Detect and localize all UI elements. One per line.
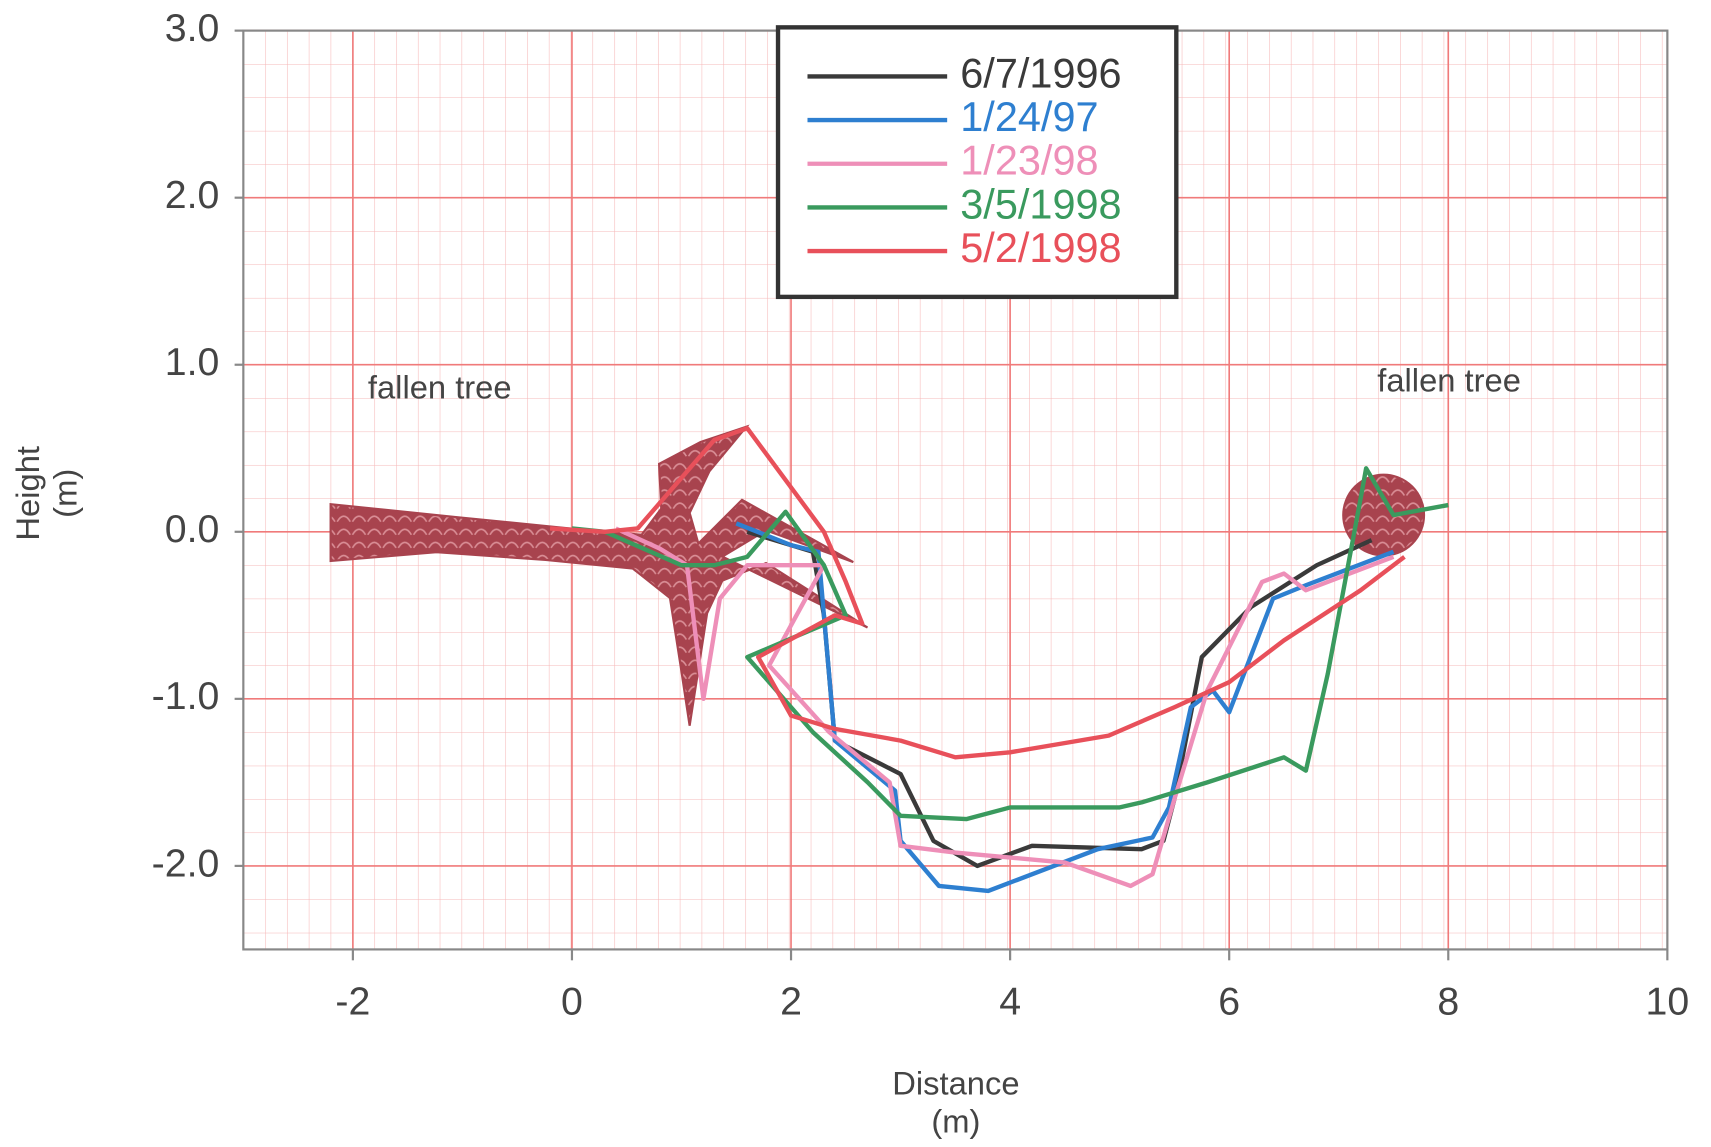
- x-tick-label: 10: [1646, 979, 1690, 1023]
- legend-label: 1/23/98: [960, 137, 1098, 184]
- legend-label: 3/5/1998: [960, 180, 1121, 227]
- legend-label: 6/7/1996: [960, 49, 1121, 96]
- x-tick-label: 6: [1218, 979, 1240, 1023]
- y-tick-label: 3.0: [165, 6, 220, 50]
- annotation: fallen tree: [368, 368, 512, 405]
- series-line: [614, 526, 1395, 889]
- x-axis-label: Distance: [892, 1064, 1019, 1101]
- y-tick-label: -2.0: [152, 841, 220, 885]
- legend-label: 5/2/1998: [960, 224, 1121, 271]
- y-tick-label: -1.0: [152, 674, 220, 718]
- x-tick-label: -2: [335, 979, 370, 1023]
- y-tick-label: 0.0: [165, 507, 220, 551]
- series-line: [549, 426, 1406, 760]
- y-tick-label: 2.0: [165, 173, 220, 217]
- series-line: [735, 521, 1395, 894]
- annotation: fallen tree: [1377, 362, 1521, 399]
- y-tick-label: 1.0: [165, 340, 220, 384]
- x-axis-unit: (m): [931, 1103, 980, 1140]
- x-tick-label: 8: [1437, 979, 1459, 1023]
- x-tick-label: 2: [780, 979, 802, 1023]
- series-line: [571, 466, 1449, 822]
- y-axis-label: Height: [9, 446, 46, 541]
- legend-label: 1/24/97: [960, 93, 1098, 140]
- x-tick-label: 4: [999, 979, 1021, 1023]
- x-tick-label: 0: [561, 979, 583, 1023]
- y-axis-unit: (m): [46, 469, 83, 518]
